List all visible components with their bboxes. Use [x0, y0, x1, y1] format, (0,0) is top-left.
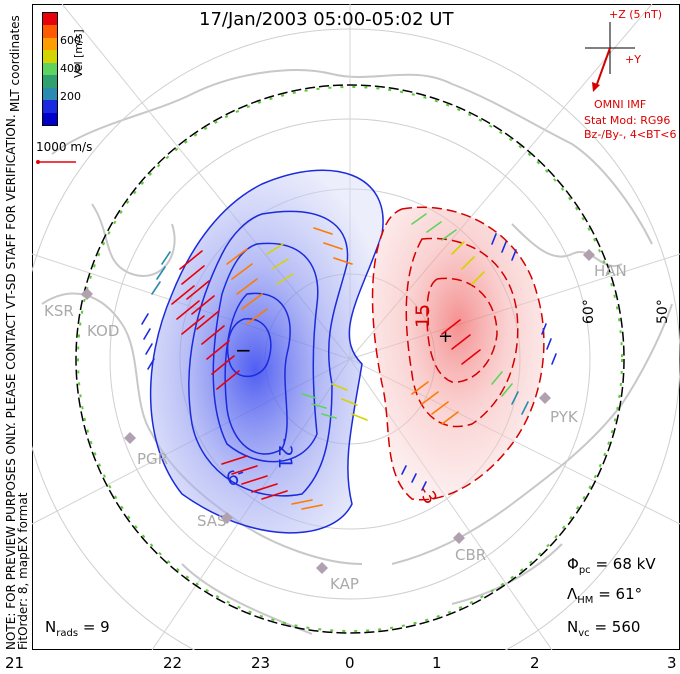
stat-n-rads: Nrads = 9	[45, 618, 110, 639]
latitude-label-50: 50°	[655, 299, 671, 324]
imf-y-label: +Y	[625, 53, 641, 66]
mlt-label-2: 2	[530, 654, 540, 672]
dawn-contour-2	[405, 237, 519, 428]
mlt-label-0: 0	[345, 654, 355, 672]
hm-boundary-vectors	[77, 86, 623, 632]
mlt-label-21: 21	[5, 654, 25, 672]
station-kap: KAP	[330, 575, 359, 593]
imf-source: OMNI IMF	[594, 98, 647, 111]
colorbar-swatch-1	[43, 25, 57, 38]
coastlines	[41, 69, 673, 635]
imf-condition: Bz-/By-, 4<BT<6	[584, 128, 677, 141]
colorbar-swatch-4	[43, 62, 57, 76]
colorbar-tick-200: 200	[60, 90, 81, 103]
contour-label-15: 15	[412, 303, 434, 328]
dusk-cell-min-marker: −	[235, 338, 252, 362]
station-pyk: PYK	[550, 408, 578, 426]
contour-label-minus-21: -21	[274, 438, 296, 470]
colorbar-swatch-6	[43, 87, 57, 101]
colorbar-swatch-2	[43, 37, 57, 51]
dusk-contour-2	[188, 210, 349, 497]
stat-n-vc: Nvc = 560	[567, 618, 641, 639]
convection-map: − +	[32, 4, 680, 650]
colorbar-swatch-5	[43, 75, 57, 88]
colorbar-swatch-0	[43, 13, 57, 26]
station-markers	[81, 249, 595, 574]
imf-z-label: +Z (5 nT)	[609, 8, 663, 21]
scale-vector-label: 1000 m/s	[36, 140, 93, 154]
station-kod: KOD	[87, 322, 120, 340]
colorbar-swatch-8	[43, 112, 57, 125]
colorbar-tick-400: 400	[60, 62, 81, 75]
imf-stat-mod: Stat Mod: RG96	[584, 114, 671, 127]
fit-order: FitOrder: 8, mapEX format	[16, 492, 30, 650]
dusk-cell	[149, 169, 384, 534]
stat-lambda-hm: ΛHM = 61°	[567, 585, 643, 606]
imf-vector	[596, 47, 611, 85]
imf-vector-head	[592, 82, 600, 92]
colorbar-label: Vel [m/s]	[72, 29, 85, 78]
velocity-colorbar	[42, 12, 58, 126]
dusk-contour-3	[212, 242, 319, 463]
meridian-grid	[32, 4, 680, 650]
scale-vector-origin	[36, 160, 40, 164]
station-cbr: CBR	[455, 546, 487, 564]
dawn-cell	[371, 206, 545, 501]
mlt-label-23: 23	[251, 654, 271, 672]
latitude-label-60: 60°	[581, 299, 597, 324]
mlt-label-22: 22	[163, 654, 183, 672]
station-sas: SAS	[197, 512, 227, 530]
station-pgr: PGR	[137, 450, 169, 468]
dawn-cell-max-marker: +	[438, 326, 453, 347]
dusk-contour-5	[226, 318, 272, 378]
colorbar-swatch-7	[43, 100, 57, 113]
stat-phi-pc: Φpc = 68 kV	[567, 555, 656, 576]
mlt-label-3: 3	[667, 654, 677, 672]
coords-label: MLT coordinates	[8, 15, 22, 112]
colorbar-swatch-3	[43, 50, 57, 63]
mlt-label-1: 1	[432, 654, 442, 672]
page-title: 17/Jan/2003 05:00-05:02 UT	[199, 9, 454, 30]
velocity-vectors	[141, 213, 557, 510]
dusk-contour-4	[224, 292, 291, 455]
station-ksr: KSR	[44, 302, 74, 320]
station-han: HAN	[594, 262, 627, 280]
plot-frame	[32, 4, 680, 650]
hm-boundary	[75, 84, 625, 634]
dawn-contour-3	[426, 277, 498, 383]
colorbar-tick-600: 600	[60, 34, 81, 47]
